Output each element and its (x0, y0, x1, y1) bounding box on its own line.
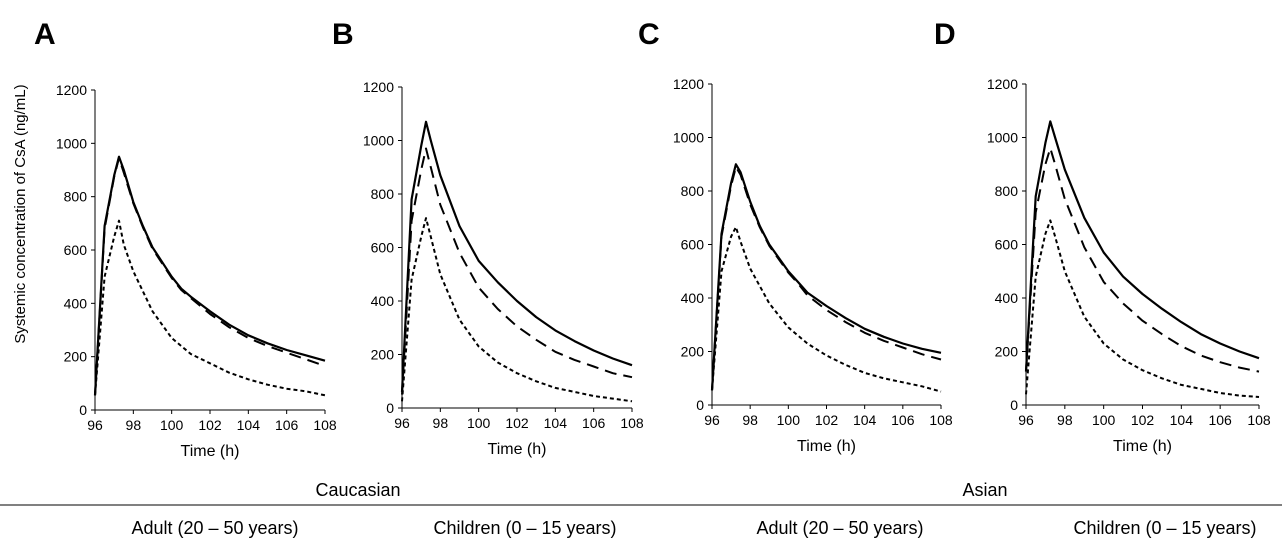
y-tick-label-b: 1000 (363, 133, 394, 149)
y-tick-label-d: 400 (995, 290, 1019, 306)
x-tick-label-b: 106 (582, 415, 606, 431)
series-line-long-dash-b (401, 147, 633, 395)
series-line-short-dash-d (1025, 219, 1260, 398)
chart-panel-d: 0 200 400 600 800 1000 1200 96 98 100 102 104 106 108… (987, 76, 1271, 455)
series-line-long-dash-d (1025, 147, 1260, 373)
y-tick-label-d: 0 (1010, 397, 1018, 413)
y-tick-label-d: 800 (995, 183, 1019, 199)
x-axis-title-a: Time (h) (181, 443, 240, 460)
x-tick-label-c: 98 (742, 412, 758, 428)
series-line-solid-b (400, 120, 633, 392)
panel-label-c: C (638, 18, 660, 51)
x-tick-label-d: 102 (1131, 412, 1155, 428)
x-tick-label-b: 102 (505, 415, 529, 431)
y-tick-label-c: 1200 (673, 76, 704, 92)
y-tick-label-b: 0 (386, 400, 394, 416)
y-axis-title: Systemic concentration of CsA (ng/mL) (12, 84, 29, 343)
panel-label-b: B (332, 18, 354, 51)
panel-label-d: D (934, 18, 956, 51)
y-tick-label-d: 200 (995, 344, 1019, 360)
y-tick-label-c: 600 (681, 237, 705, 253)
y-tick-label-b: 1200 (363, 79, 394, 95)
x-tick-label-b: 100 (467, 415, 491, 431)
subgroup-label-caucasian-adult: Adult (20 – 50 years) (131, 518, 298, 538)
y-tick-label-a: 1000 (56, 135, 87, 151)
y-tick-label-a: 200 (64, 349, 88, 365)
series-line-short-dash-b (401, 217, 633, 403)
x-tick-label-b: 104 (544, 415, 568, 431)
x-axis-title-b: Time (h) (488, 441, 547, 458)
y-tick-label-d: 600 (995, 237, 1019, 253)
x-tick-label-a: 102 (198, 417, 222, 433)
x-tick-label-c: 100 (777, 412, 801, 428)
x-tick-label-d: 96 (1018, 412, 1034, 428)
y-tick-label-a: 800 (64, 189, 88, 205)
x-tick-label-a: 108 (313, 417, 337, 433)
y-tick-label-d: 1200 (987, 76, 1018, 92)
x-tick-label-a: 104 (237, 417, 261, 433)
x-tick-label-c: 108 (929, 412, 953, 428)
y-tick-label-a: 400 (64, 295, 88, 311)
y-tick-label-b: 400 (371, 293, 395, 309)
y-tick-label-b: 200 (371, 347, 395, 363)
x-tick-label-d: 106 (1208, 412, 1232, 428)
y-tick-label-c: 800 (681, 183, 705, 199)
y-tick-label-c: 200 (681, 344, 705, 360)
y-tick-label-a: 0 (79, 402, 87, 418)
x-tick-label-c: 96 (704, 412, 720, 428)
y-tick-label-d: 1000 (987, 130, 1018, 146)
x-tick-label-a: 98 (126, 417, 142, 433)
x-tick-label-c: 102 (815, 412, 839, 428)
subgroup-label-asian-adult: Adult (20 – 50 years) (756, 518, 923, 538)
x-tick-label-a: 96 (87, 417, 103, 433)
x-tick-label-d: 98 (1057, 412, 1073, 428)
y-tick-label-a: 600 (64, 242, 88, 258)
x-tick-label-c: 106 (891, 412, 915, 428)
series-line-solid-d (1024, 120, 1260, 372)
chart-panel-a: 0 200 400 600 800 1000 1200 96 98 100 102 104 106 108… (56, 82, 337, 460)
series-line-long-dash-c (711, 165, 942, 391)
x-tick-label-a: 100 (160, 417, 184, 433)
y-tick-label-c: 0 (696, 397, 704, 413)
x-tick-label-b: 108 (620, 415, 644, 431)
x-axis-title-d: Time (h) (1113, 438, 1172, 455)
x-tick-label-d: 104 (1170, 412, 1194, 428)
series-line-long-dash-a (94, 157, 326, 396)
y-tick-label-c: 400 (681, 290, 705, 306)
x-tick-label-d: 108 (1247, 412, 1271, 428)
chart-panel-b: 0 200 400 600 800 1000 1200 96 98 100 102 104 106 108… (363, 79, 644, 458)
x-tick-label-b: 96 (394, 415, 410, 431)
y-tick-label-b: 600 (371, 240, 395, 256)
series-line-short-dash-a (94, 219, 326, 397)
series-line-solid-c (710, 163, 942, 391)
chart-panel-c: 0 200 400 600 800 1000 1200 96 98 100 102 104 106 108… (673, 76, 953, 455)
group-label-asian: Asian (962, 480, 1007, 500)
subgroup-label-asian-children: Children (0 – 15 years) (1073, 518, 1256, 538)
x-tick-label-b: 98 (433, 415, 449, 431)
x-axis-title-c: Time (h) (797, 438, 856, 455)
y-tick-label-c: 1000 (673, 130, 704, 146)
series-line-short-dash-c (711, 226, 942, 393)
x-tick-label-c: 104 (853, 412, 877, 428)
panel-label-a: A (34, 18, 56, 51)
y-tick-label-a: 1200 (56, 82, 87, 98)
y-tick-label-b: 800 (371, 186, 395, 202)
subgroup-label-caucasian-children: Children (0 – 15 years) (433, 518, 616, 538)
x-tick-label-a: 106 (275, 417, 299, 433)
group-label-caucasian: Caucasian (315, 480, 400, 500)
x-tick-label-d: 100 (1092, 412, 1116, 428)
